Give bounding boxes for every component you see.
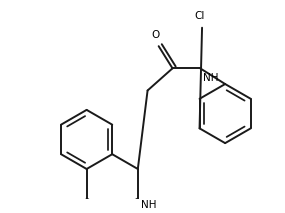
Text: NH: NH xyxy=(141,200,156,210)
Text: Cl: Cl xyxy=(194,11,204,21)
Text: NH: NH xyxy=(203,73,219,83)
Text: O: O xyxy=(152,30,160,40)
